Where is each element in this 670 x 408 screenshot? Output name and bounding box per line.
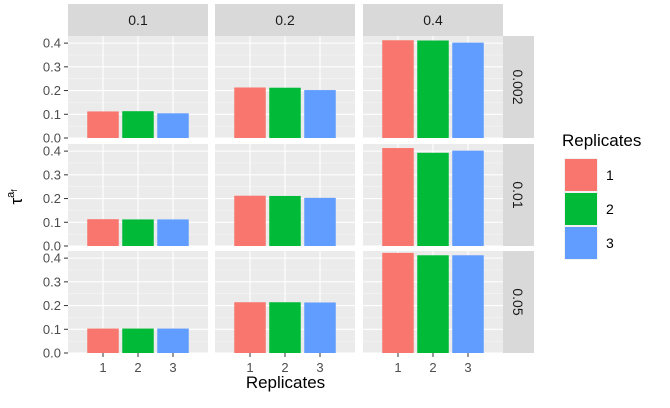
- bar: [452, 150, 484, 246]
- y-tick-label: 0.0: [43, 346, 61, 361]
- y-tick-label: 0.3: [43, 274, 61, 289]
- y-tick-label: 0.1: [43, 107, 61, 122]
- bar: [304, 302, 336, 353]
- y-tick-label: 0.2: [43, 298, 61, 313]
- bar: [234, 87, 266, 138]
- y-tick-label: 0.0: [43, 239, 61, 254]
- bar: [382, 148, 414, 246]
- bar: [417, 40, 449, 139]
- bar: [452, 42, 484, 138]
- facet-strip-row-label: 0.002: [510, 69, 526, 104]
- legend-label: 2: [606, 201, 614, 217]
- bar: [234, 195, 266, 246]
- facet-strip-row: [502, 144, 534, 246]
- bar: [157, 328, 189, 353]
- bar: [87, 328, 119, 353]
- legend-key: [565, 193, 597, 225]
- bar: [269, 195, 301, 246]
- y-tick-label: 0.0: [43, 131, 61, 146]
- x-tick-label: 2: [281, 360, 288, 375]
- y-tick-label: 0.2: [43, 83, 61, 98]
- facet-panel: [363, 144, 503, 247]
- x-axis-title: Replicates: [246, 373, 325, 392]
- y-tick-label: 0.3: [43, 59, 61, 74]
- facet-panel: [68, 251, 208, 354]
- facet-panel: [215, 251, 355, 354]
- bar: [157, 113, 189, 138]
- facet-strip-row: [502, 251, 534, 353]
- x-tick-label: 1: [394, 360, 401, 375]
- y-tick-label: 0.3: [43, 167, 61, 182]
- facet-panel: [68, 144, 208, 247]
- legend-label: 1: [606, 167, 614, 183]
- y-tick-label: 0.4: [43, 144, 61, 159]
- bar: [304, 197, 336, 246]
- facet-strip-col: [68, 4, 208, 36]
- y-tick-label: 0.4: [43, 251, 61, 266]
- y-tick-label: 0.2: [43, 191, 61, 206]
- y-tick-label: 0.4: [43, 36, 61, 51]
- facet-panel: [215, 144, 355, 247]
- legend-key: [565, 227, 597, 259]
- bar: [452, 255, 484, 353]
- bar: [122, 219, 154, 246]
- x-tick-label: 2: [429, 360, 436, 375]
- bar: [382, 40, 414, 138]
- facet-strip-col: [363, 4, 503, 36]
- bar: [87, 111, 119, 138]
- x-tick-label: 2: [134, 360, 141, 375]
- y-tick-label: 0.1: [43, 322, 61, 337]
- bar: [382, 252, 414, 353]
- facet-strip-row-label: 0.05: [510, 288, 526, 315]
- x-tick-label: 1: [99, 360, 106, 375]
- bar: [417, 152, 449, 246]
- facet-strip-col: [215, 4, 355, 36]
- bar: [269, 302, 301, 353]
- legend-title: Replicates: [562, 131, 641, 150]
- bar: [234, 302, 266, 353]
- bar: [157, 219, 189, 246]
- legend-label: 3: [606, 235, 614, 251]
- bar: [417, 255, 449, 353]
- y-axis-title: τaf: [5, 189, 26, 205]
- bar: [122, 111, 154, 138]
- bar: [269, 87, 301, 138]
- x-tick-label: 3: [316, 360, 323, 375]
- facet-strip-col-label: 0.4: [423, 12, 443, 28]
- x-tick-label: 3: [169, 360, 176, 375]
- facet-panel: [363, 251, 503, 354]
- facet-strip-row: [502, 36, 534, 138]
- facet-panel: [363, 36, 503, 139]
- facet-strip-col-label: 0.1: [128, 12, 148, 28]
- facet-panel: [68, 36, 208, 139]
- legend-key: [565, 159, 597, 191]
- x-tick-label: 1: [246, 360, 253, 375]
- y-tick-label: 0.1: [43, 215, 61, 230]
- bar: [122, 328, 154, 353]
- bar: [304, 90, 336, 138]
- bar: [87, 219, 119, 246]
- facet-strip-col-label: 0.2: [275, 12, 295, 28]
- x-tick-label: 3: [464, 360, 471, 375]
- facet-panel: [215, 36, 355, 139]
- facet-strip-row-label: 0.01: [510, 181, 526, 208]
